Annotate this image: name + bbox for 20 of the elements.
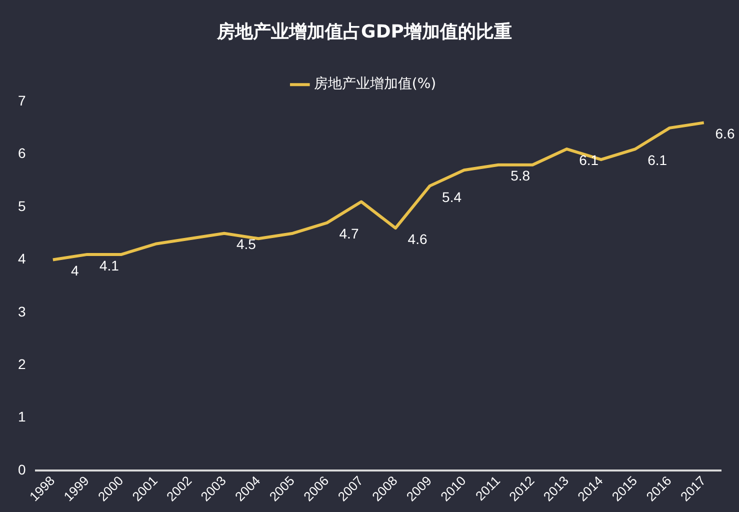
data-label: 4.7 xyxy=(339,226,359,242)
y-tick-label: 7 xyxy=(18,92,26,108)
y-tick-label: 4 xyxy=(18,250,26,267)
y-tick-label: 0 xyxy=(18,461,26,478)
data-label: 4.6 xyxy=(408,230,428,247)
chart-title: 房地产业增加值占GDP增加值的比重 xyxy=(216,21,512,42)
y-tick-label: 5 xyxy=(18,198,26,214)
y-tick-label: 1 xyxy=(18,408,26,425)
legend-label: 房地产业增加值(%) xyxy=(314,76,436,92)
y-tick-label: 2 xyxy=(18,356,26,372)
data-label: 6.1 xyxy=(579,152,599,168)
y-tick-label: 3 xyxy=(18,303,26,320)
data-label: 4.5 xyxy=(236,236,256,252)
data-label: 5.8 xyxy=(510,168,530,184)
data-label: 6.1 xyxy=(648,152,668,168)
data-label: 4 xyxy=(71,262,80,279)
data-label: 5.4 xyxy=(442,188,462,205)
y-tick-label: 6 xyxy=(18,145,26,162)
data-label: 6.6 xyxy=(715,126,735,142)
data-label: 4.1 xyxy=(99,257,120,274)
